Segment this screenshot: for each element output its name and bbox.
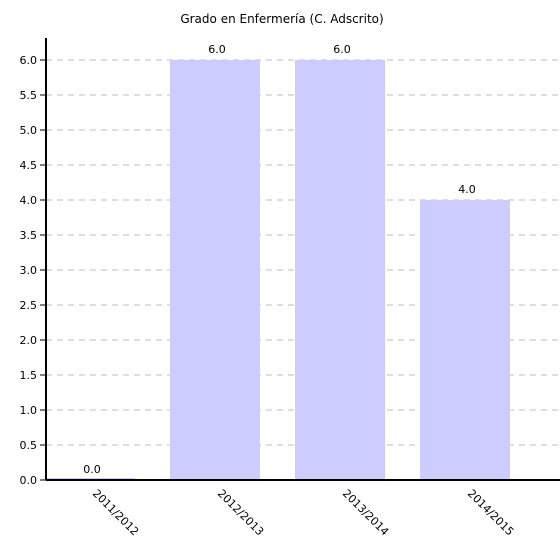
- bar: [420, 200, 510, 480]
- y-tick-label: 3.0: [20, 264, 38, 277]
- y-tick-label: 2.0: [20, 334, 38, 347]
- bar: [295, 60, 385, 480]
- data-label: 4.0: [458, 183, 476, 196]
- y-tick-label: 0.0: [20, 474, 38, 487]
- y-tick-label: 4.0: [20, 194, 38, 207]
- x-tick-label: 2012/2013: [215, 487, 266, 538]
- data-label: 0.0: [83, 463, 101, 476]
- y-tick-label: 2.5: [20, 299, 38, 312]
- bars: [45, 60, 510, 480]
- chart-subtitle: Grado en Enfermería (C. Adscrito): [180, 12, 383, 26]
- y-tick-label: 3.5: [20, 229, 38, 242]
- bar: [170, 60, 260, 480]
- y-tick-labels: 0.0 0.5 1.0 1.5 2.0 2.5 3.0 3.5 4.0 4.5 5.0 5.5 6.0: [20, 54, 46, 487]
- x-tick-label: 2013/2014: [340, 487, 391, 538]
- data-label: 6.0: [208, 43, 226, 56]
- data-label: 6.0: [333, 43, 351, 56]
- x-tick-labels: 2011/2012 2012/2013 2013/2014 2014/2015: [90, 487, 516, 538]
- y-tick-label: 1.5: [20, 369, 38, 382]
- x-tick-label: 2011/2012: [90, 487, 141, 538]
- x-tick-label: 2014/2015: [465, 487, 516, 538]
- y-tick-label: 4.5: [20, 159, 38, 172]
- y-tick-label: 1.0: [20, 404, 38, 417]
- y-tick-label: 5.5: [20, 89, 38, 102]
- y-tick-label: 5.0: [20, 124, 38, 137]
- y-tick-label: 6.0: [20, 54, 38, 67]
- data-labels: 0.0 6.0 6.0 4.0: [83, 43, 476, 476]
- y-tick-label: 0.5: [20, 439, 38, 452]
